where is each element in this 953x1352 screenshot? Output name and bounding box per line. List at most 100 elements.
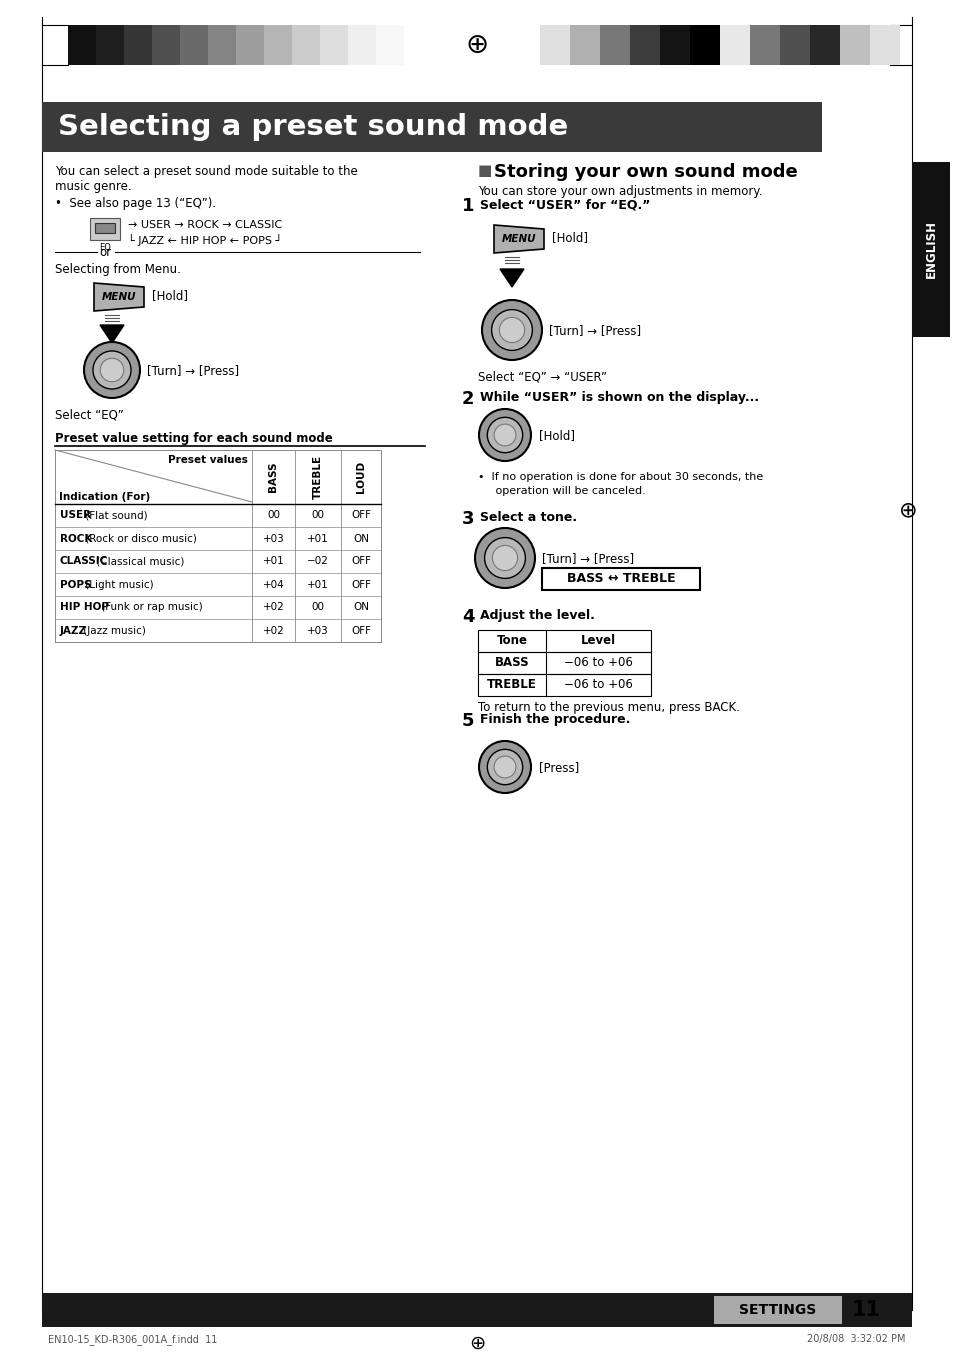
Text: [Turn] → [Press]: [Turn] → [Press] (541, 552, 634, 565)
Bar (96, 24, 124, 65)
Bar (42, 101, 821, 151)
Text: ■: ■ (477, 164, 492, 178)
Polygon shape (494, 224, 543, 253)
Text: −02: −02 (307, 557, 329, 566)
Bar (55, 450, 380, 642)
Text: EN10-15_KD-R306_001A_f.indd  11: EN10-15_KD-R306_001A_f.indd 11 (48, 1334, 217, 1345)
Text: JAZZ: JAZZ (60, 626, 87, 635)
Text: Select “EQ” → “USER”: Select “EQ” → “USER” (477, 370, 606, 383)
Text: Selecting from Menu.: Selecting from Menu. (55, 264, 181, 276)
Bar (152, 24, 180, 65)
Bar (713, 1297, 841, 1324)
Circle shape (100, 358, 124, 381)
Bar (348, 24, 375, 65)
Text: OFF: OFF (351, 580, 371, 589)
Text: 1: 1 (461, 197, 474, 215)
Circle shape (92, 352, 131, 389)
Text: 00: 00 (267, 511, 280, 521)
Text: CLASSIC: CLASSIC (60, 557, 108, 566)
Bar (659, 24, 689, 65)
Text: ⊕: ⊕ (468, 1334, 485, 1352)
Circle shape (498, 318, 524, 342)
Text: 00: 00 (312, 511, 324, 521)
Text: BASS ↔ TREBLE: BASS ↔ TREBLE (566, 572, 675, 585)
Text: 4: 4 (461, 608, 474, 626)
Circle shape (494, 756, 516, 777)
Text: You can store your own adjustments in memory.: You can store your own adjustments in me… (477, 185, 761, 197)
Text: (Classical music): (Classical music) (92, 557, 184, 566)
Text: Select a tone.: Select a tone. (479, 511, 577, 525)
Bar (911, 162, 949, 337)
Text: Preset value setting for each sound mode: Preset value setting for each sound mode (55, 433, 333, 445)
Text: +03: +03 (307, 626, 329, 635)
Bar (720, 24, 749, 65)
Bar (749, 24, 780, 65)
Circle shape (481, 300, 541, 360)
Bar (292, 24, 319, 65)
Bar (689, 24, 720, 65)
Text: USER: USER (60, 511, 91, 521)
Text: [Turn] → [Press]: [Turn] → [Press] (548, 324, 640, 337)
Polygon shape (499, 269, 523, 287)
Bar (840, 24, 869, 65)
Text: ENGLISH: ENGLISH (923, 220, 937, 279)
Bar (539, 24, 569, 65)
Text: ROCK: ROCK (60, 534, 92, 544)
Bar (477, 630, 650, 652)
Text: ⊕: ⊕ (898, 500, 917, 521)
Text: You can select a preset sound mode suitable to the: You can select a preset sound mode suita… (55, 165, 357, 178)
Circle shape (84, 342, 140, 397)
Text: 11: 11 (851, 1301, 880, 1320)
Bar (599, 24, 629, 65)
Text: OFF: OFF (351, 626, 371, 635)
Bar (477, 675, 650, 696)
Circle shape (487, 749, 522, 784)
Text: SETTINGS: SETTINGS (739, 1303, 816, 1317)
Circle shape (478, 741, 531, 794)
Bar (68, 24, 96, 65)
Bar (809, 24, 840, 65)
Text: OFF: OFF (351, 511, 371, 521)
Bar (90, 218, 120, 241)
Text: Selecting a preset sound mode: Selecting a preset sound mode (58, 114, 568, 141)
Text: +01: +01 (307, 534, 329, 544)
Circle shape (487, 418, 522, 453)
Text: (Flat sound): (Flat sound) (82, 511, 148, 521)
Text: ON: ON (353, 603, 369, 612)
Text: EQ: EQ (99, 243, 111, 251)
Text: (Funk or rap music): (Funk or rap music) (98, 603, 203, 612)
Text: (Rock or disco music): (Rock or disco music) (82, 534, 196, 544)
Text: To return to the previous menu, press BACK.: To return to the previous menu, press BA… (477, 700, 740, 714)
Text: TREBLE: TREBLE (313, 454, 323, 499)
Text: +01: +01 (307, 580, 329, 589)
Circle shape (478, 410, 531, 461)
Text: +01: +01 (262, 557, 284, 566)
Text: operation will be canceled.: operation will be canceled. (477, 485, 645, 496)
Text: BASS: BASS (495, 657, 529, 669)
Text: [Hold]: [Hold] (552, 231, 587, 243)
Text: ⊕: ⊕ (465, 31, 488, 59)
Bar (208, 24, 235, 65)
Text: −06 to +06: −06 to +06 (563, 657, 632, 669)
Text: 3: 3 (461, 510, 474, 529)
Text: +04: +04 (262, 580, 284, 589)
Text: ON: ON (353, 534, 369, 544)
Circle shape (492, 545, 517, 571)
Text: +02: +02 (262, 626, 284, 635)
Text: Storing your own sound mode: Storing your own sound mode (494, 164, 797, 181)
Text: +03: +03 (262, 534, 284, 544)
Bar (180, 24, 208, 65)
Text: 20/8/08  3:32:02 PM: 20/8/08 3:32:02 PM (806, 1334, 905, 1344)
Text: BASS: BASS (268, 462, 278, 492)
Text: 2: 2 (461, 389, 474, 408)
Circle shape (491, 310, 532, 350)
Text: Indication (For): Indication (For) (59, 492, 150, 502)
Bar (869, 24, 899, 65)
Text: +02: +02 (262, 603, 284, 612)
Circle shape (475, 529, 535, 588)
Text: Tone: Tone (496, 634, 527, 648)
Text: TREBLE: TREBLE (487, 679, 537, 691)
Polygon shape (100, 324, 124, 343)
Text: Select “EQ”: Select “EQ” (55, 408, 124, 420)
Bar (95, 223, 115, 233)
